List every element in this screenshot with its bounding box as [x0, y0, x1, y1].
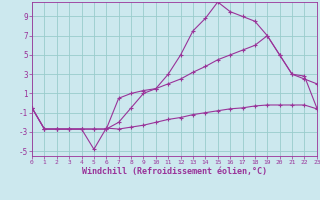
X-axis label: Windchill (Refroidissement éolien,°C): Windchill (Refroidissement éolien,°C) — [82, 167, 267, 176]
